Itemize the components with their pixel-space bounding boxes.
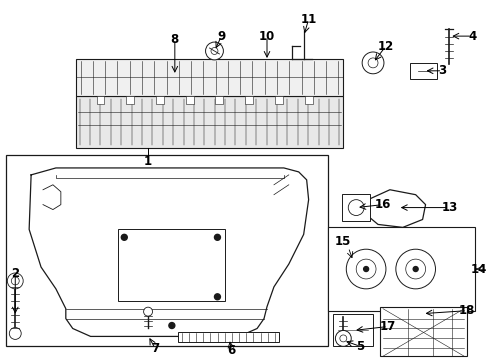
Circle shape [9,328,21,339]
Text: 15: 15 [334,235,351,248]
Circle shape [339,335,346,342]
Circle shape [362,52,383,74]
Text: 3: 3 [437,64,446,77]
Circle shape [335,330,350,346]
Text: 5: 5 [355,340,364,353]
Circle shape [211,48,218,54]
Text: 16: 16 [374,198,390,211]
Text: 13: 13 [440,201,457,214]
Circle shape [405,259,425,279]
Circle shape [346,249,385,289]
Circle shape [205,42,223,60]
Bar [274,96,282,104]
Text: 11: 11 [300,13,316,26]
Text: 1: 1 [143,156,152,168]
Circle shape [121,234,127,240]
Circle shape [214,294,220,300]
Text: 6: 6 [227,344,235,357]
Text: 7: 7 [151,342,159,355]
Circle shape [11,277,19,285]
Bar [244,96,253,104]
Bar [379,307,466,356]
Text: 12: 12 [377,40,393,53]
Text: 10: 10 [258,30,275,42]
Circle shape [363,266,368,271]
Text: 17: 17 [379,320,395,333]
Bar [333,314,372,346]
Bar [156,96,163,104]
Circle shape [143,307,152,316]
Bar [76,59,343,96]
Circle shape [355,259,375,279]
Text: 14: 14 [470,262,486,275]
Bar [118,229,225,301]
Circle shape [214,234,220,240]
Bar [304,96,312,104]
Text: 18: 18 [458,304,474,317]
Bar [6,155,328,346]
Circle shape [7,273,23,289]
Circle shape [395,249,435,289]
Text: 8: 8 [170,33,179,46]
Bar [76,96,343,148]
Bar [215,96,223,104]
Bar [178,332,278,342]
Bar [328,228,474,311]
Text: 4: 4 [467,30,475,42]
Bar [342,194,369,221]
Bar [409,63,437,79]
Circle shape [347,200,364,216]
Text: 9: 9 [217,30,225,42]
Circle shape [168,323,175,328]
Bar [96,96,104,104]
Text: 2: 2 [11,267,20,280]
Circle shape [412,266,417,271]
Circle shape [367,58,377,68]
Bar [126,96,134,104]
Bar [185,96,193,104]
